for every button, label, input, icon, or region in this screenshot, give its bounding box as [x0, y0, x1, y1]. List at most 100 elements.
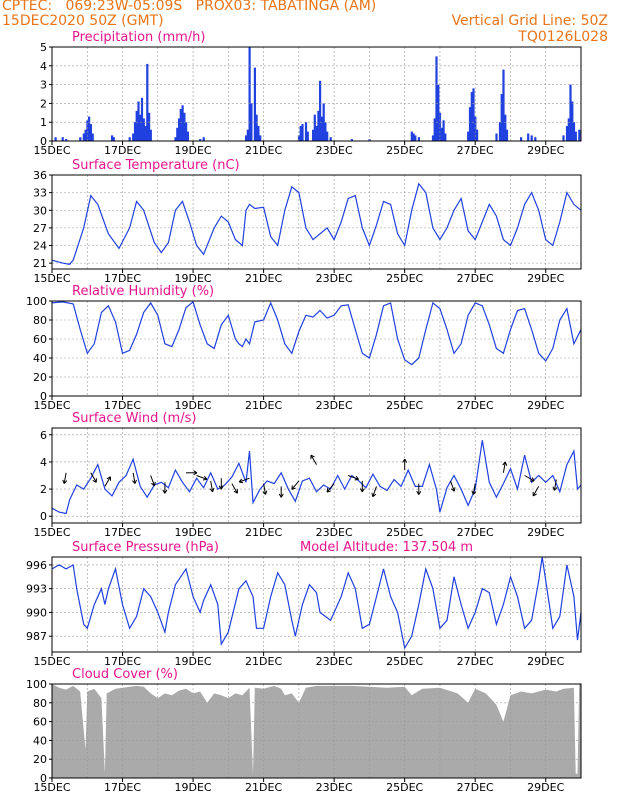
pres-frame: [51, 556, 582, 653]
wind-ytick-label: 0: [40, 510, 47, 523]
wind-ytick-label: 4: [40, 456, 47, 469]
wind-arrow-2: [104, 476, 111, 487]
precip-bar-21: [146, 63, 149, 141]
precip-bar-18: [140, 97, 144, 141]
cloud-xtick-label: 25DEC: [386, 781, 423, 794]
wind-arrowhead-18: [359, 488, 365, 493]
precip-xtick-label: 27DEC: [457, 144, 494, 157]
precip-bar-93: [574, 131, 577, 141]
precip-ytick-label: 0: [40, 135, 47, 148]
precip-bar-72: [468, 107, 472, 141]
wind-xtick-label: 19DEC: [175, 526, 212, 539]
wind-arrowhead-11: [238, 478, 244, 484]
precip-bar-80: [502, 69, 505, 141]
cloud-ytick-label: 20: [33, 753, 47, 766]
precip-bar-59: [410, 131, 413, 141]
wind-arrow-25: [524, 475, 535, 482]
wind-xtick-label: 23DEC: [316, 526, 353, 539]
rh-ytick-label: 80: [33, 314, 47, 327]
pres-xtick-label: 29DEC: [527, 655, 564, 668]
rh-ytick-label: 20: [33, 371, 47, 384]
precip-bar-27: [179, 109, 182, 141]
temp-xtick-label: 19DEC: [175, 272, 212, 285]
rh-xtick-label: 21DEC: [245, 399, 282, 412]
wind-arrow-12: [263, 483, 266, 495]
wind-arrow-24: [502, 461, 506, 473]
precip-frame: [51, 46, 582, 142]
precip-bar-78: [498, 122, 502, 141]
precip-bar-87: [562, 135, 565, 141]
precip-bar-66: [437, 84, 440, 141]
precip-bar-39: [255, 114, 258, 141]
wind-arrowhead-9: [218, 485, 224, 490]
cloud-frame: [51, 683, 582, 779]
wind-arrow-1: [90, 472, 97, 483]
pres-xtick-label: 27DEC: [457, 655, 494, 668]
cloud-ytick-label: 0: [40, 772, 47, 785]
wind-arrowhead-23: [471, 490, 477, 495]
pres-xtick-label: 17DEC: [104, 655, 141, 668]
cloud-xtick-label: 27DEC: [457, 781, 494, 794]
wind-arrowhead-6: [193, 470, 198, 476]
wind-arrow-10: [231, 483, 238, 494]
wind-arrowhead-2: [106, 476, 111, 481]
precip-bar-56: [329, 137, 332, 141]
wind-arrow-16: [326, 483, 335, 493]
precip-bar-2: [65, 139, 68, 141]
wind-line: [51, 440, 582, 515]
wind-arrowhead-8: [209, 487, 215, 493]
pres-xtick-label: 23DEC: [316, 655, 353, 668]
precip-bar-4: [82, 133, 85, 141]
wind-arrowhead-0: [62, 479, 68, 484]
precip-bar-13: [132, 133, 135, 141]
precip-bar-53: [322, 103, 325, 141]
precip-bar-50: [317, 110, 320, 141]
wind-xtick-label: 29DEC: [527, 526, 564, 539]
precip-bar-37: [250, 103, 253, 141]
wind-arrowhead-25: [530, 477, 535, 482]
wind-ytick-label: 6: [40, 429, 47, 442]
rh-frame: [51, 300, 582, 397]
precip-bar-71: [467, 131, 470, 141]
rh-xtick-label: 27DEC: [457, 399, 494, 412]
wind-arrow-22: [450, 480, 455, 492]
temp-xtick-label: 21DEC: [245, 272, 282, 285]
pres-xtick-label: 21DEC: [245, 655, 282, 668]
precip-bar-77: [495, 133, 498, 141]
precip-bar-36: [248, 47, 251, 141]
precip-bar-8: [89, 124, 92, 141]
precip-bar-29: [183, 112, 186, 141]
wind-arrow-27: [553, 479, 557, 491]
cloud-xtick-label: 17DEC: [104, 781, 141, 794]
cloud-ytick-label: 100: [26, 678, 47, 691]
rh-xtick-label: 29DEC: [527, 399, 564, 412]
cloud-xtick-label: 15DEC: [33, 781, 70, 794]
pres-ytick-label: 996: [26, 559, 47, 572]
wind-arrow-0: [63, 472, 67, 484]
precip-xtick-label: 29DEC: [527, 144, 564, 157]
precip-bar-52: [320, 116, 323, 141]
precip-bar-90: [569, 84, 572, 141]
precip-bar-35: [246, 129, 249, 141]
rh-ytick-label: 0: [40, 390, 47, 403]
precip-bar-5: [84, 129, 87, 141]
wind-arrow-11: [239, 477, 250, 483]
wind-arrowhead-27: [552, 486, 558, 491]
temp-xtick-label: 25DEC: [386, 272, 423, 285]
precip-bar-20: [144, 126, 147, 141]
cloud-cover-area: [52, 684, 581, 778]
precip-bar-49: [315, 126, 318, 141]
precip-bar-83: [520, 137, 523, 141]
precip-bar-41: [259, 135, 262, 141]
precip-bar-51: [319, 80, 322, 141]
precip-bar-63: [431, 135, 435, 141]
wind-arrow-3: [132, 472, 136, 484]
precip-title: Precipitation (mm/h): [72, 30, 205, 45]
cloud-ytick-label: 40: [33, 734, 47, 747]
precip-bar-25: [176, 127, 179, 141]
precip-bar-3: [79, 137, 82, 141]
wind-xtick-label: 15DEC: [33, 526, 70, 539]
precip-bar-65: [435, 56, 438, 141]
wind-arrow-19: [372, 486, 377, 497]
header-date: 15DEC2020 50Z (GMT): [2, 13, 164, 29]
